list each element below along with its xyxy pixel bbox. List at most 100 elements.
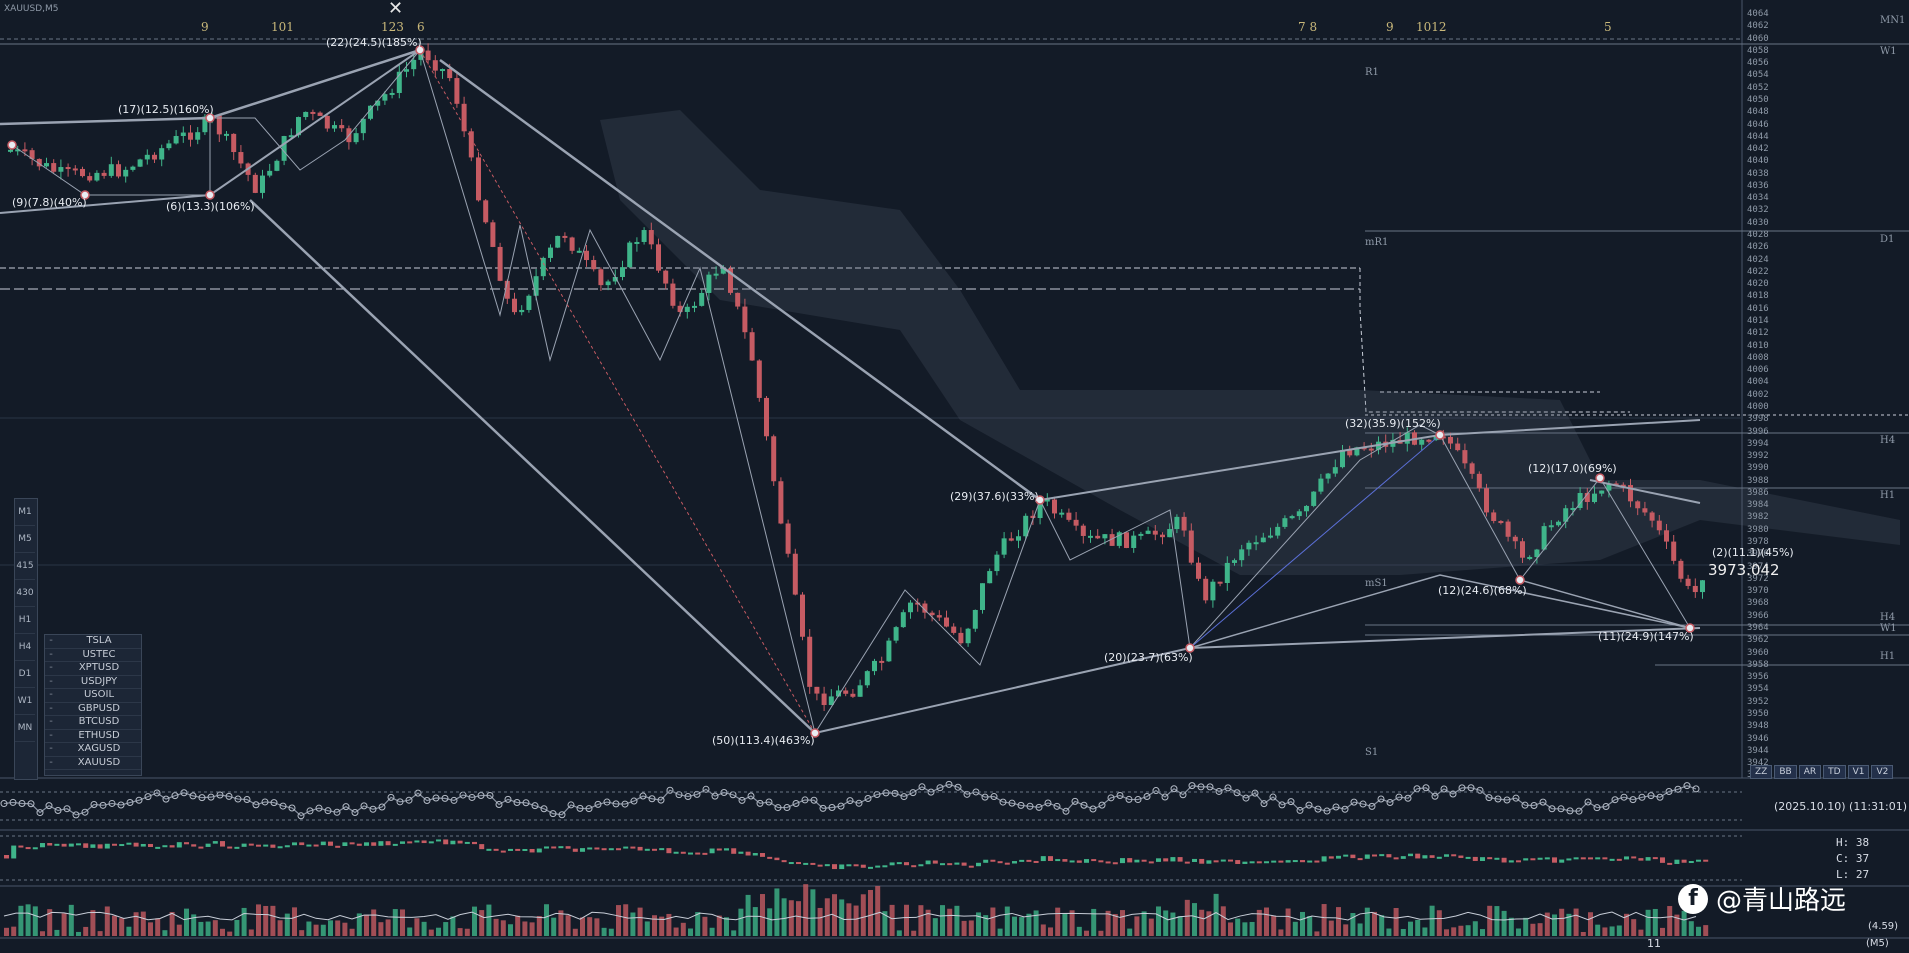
symbol-item[interactable]: - USOIL (45, 689, 141, 703)
price-tick: 3946 (1747, 733, 1769, 744)
timeframe-button[interactable]: M1 (15, 499, 35, 526)
level-h1: H1 (1880, 490, 1896, 501)
price-tick: 3972 (1747, 573, 1769, 584)
symbol-name: GBPUSD (77, 702, 120, 714)
price-tick: 4016 (1747, 303, 1769, 314)
price-tick: 4050 (1747, 94, 1769, 105)
timeframe-button[interactable]: 430 (15, 580, 35, 607)
zz-button[interactable]: ZZ (1750, 765, 1773, 779)
price-tick: 3984 (1747, 500, 1769, 511)
timeframe-button[interactable]: M5 (15, 526, 35, 553)
v1-button[interactable]: V1 (1847, 765, 1870, 779)
price-tick: 3942 (1747, 758, 1769, 769)
price-tick: 3998 (1747, 414, 1769, 425)
timeframe-button[interactable]: 415 (15, 553, 35, 580)
symbol-name: USTEC (82, 648, 116, 660)
swing-annotation: (12)(17.0)(69%) (1528, 462, 1617, 475)
timeframe-button[interactable]: D1 (15, 661, 35, 688)
price-tick: 3994 (1747, 438, 1769, 449)
price-tick: 3996 (1747, 426, 1769, 437)
count-label: 5 (1604, 20, 1612, 34)
level-h4-low: H4 (1880, 612, 1896, 623)
price-tick: 3982 (1747, 512, 1769, 523)
symbol-item[interactable]: - TSLA (45, 635, 141, 649)
symbol-list: - TSLA - USTEC - XPTUSD - USDJPY - USOIL - GBP… (44, 634, 142, 776)
price-tick: 4032 (1747, 205, 1769, 216)
price-tick: 4026 (1747, 242, 1769, 253)
osc-high: H: 38 (1836, 836, 1870, 849)
symbol-item[interactable]: - ETHUSD (45, 729, 141, 743)
swing-annotation: (29)(37.6)(33%) (950, 490, 1039, 503)
price-tick: 4062 (1747, 21, 1769, 32)
symbol-item[interactable]: - XAGUSD (45, 743, 141, 757)
symbol-name: XPTUSD (78, 662, 120, 673)
price-tick: 3968 (1747, 598, 1769, 609)
swing-annotation: (11)(24.9)(147%) (1598, 630, 1694, 643)
level-w1-low: W1 (1880, 623, 1897, 634)
price-tick: 4024 (1747, 254, 1769, 265)
count-label: 7 8 (1298, 20, 1318, 34)
price-tick: 3980 (1747, 524, 1769, 535)
price-tick: 4000 (1747, 401, 1769, 412)
price-tick: 4022 (1747, 266, 1769, 277)
price-tick: 4042 (1747, 144, 1769, 155)
price-tick: 3970 (1747, 586, 1769, 597)
symbol-item[interactable]: - BTCUSD (45, 716, 141, 730)
swing-annotation: (2)(11.1)(45%) (1712, 546, 1794, 559)
symbol-item[interactable]: - USTEC (45, 648, 141, 662)
swing-annotation: (50)(113.4)(463%) (712, 734, 815, 747)
timestamp: (2025.10.10) (11:31:01) (1774, 800, 1908, 813)
price-tick: 3988 (1747, 475, 1769, 486)
timeframe-button[interactable]: H1 (15, 607, 35, 634)
volume-value: (4.59) (1868, 921, 1899, 932)
symbol-name: ETHUSD (78, 729, 120, 741)
close-icon[interactable]: ✕ (388, 0, 404, 19)
price-tick: 3978 (1747, 537, 1769, 548)
timeframe-button[interactable]: H4 (15, 634, 35, 661)
symbol-item[interactable]: - USDJPY (45, 676, 141, 689)
count-label: 101 (271, 20, 294, 34)
timeframe-button[interactable]: W1 (15, 688, 35, 715)
swing-annotation: (6)(13.3)(106%) (166, 200, 255, 213)
price-tick: 4010 (1747, 340, 1769, 351)
symbol-item[interactable]: - XPTUSD (45, 662, 141, 676)
price-tick: 3960 (1747, 647, 1769, 658)
symbol-name: XAUUSD (77, 756, 121, 768)
price-tick: 4060 (1747, 33, 1769, 44)
price-tick: 3958 (1747, 659, 1769, 670)
osc-close: C: 37 (1836, 852, 1870, 865)
price-tick: 3976 (1747, 549, 1769, 560)
price-tick: 3974 (1747, 561, 1769, 572)
bb-button[interactable]: BB (1774, 765, 1797, 779)
ar-button[interactable]: AR (1798, 765, 1822, 779)
price-tick: 4058 (1747, 45, 1769, 56)
price-tick: 4004 (1747, 377, 1769, 388)
timeframe-tag: (M5) (1866, 938, 1889, 949)
td-button[interactable]: TD (1823, 765, 1846, 779)
last-price: 3973.042 (1708, 561, 1780, 579)
price-tick: 4018 (1747, 291, 1769, 302)
v2-button[interactable]: V2 (1871, 765, 1894, 779)
price-tick: 3944 (1747, 745, 1769, 756)
level-w1: W1 (1880, 46, 1897, 57)
price-tick: 4002 (1747, 389, 1769, 400)
price-tick: 4052 (1747, 82, 1769, 93)
symbol-item[interactable]: - XAUUSD (45, 756, 141, 770)
timeframe-button[interactable]: MN (15, 715, 35, 742)
swing-annotation: (20)(23.7)(63%) (1104, 651, 1193, 664)
price-tick: 4028 (1747, 230, 1769, 241)
price-tick: 4054 (1747, 70, 1769, 81)
swing-annotation: (17)(12.5)(160%) (118, 103, 214, 116)
level-h1-low: H1 (1880, 651, 1896, 662)
price-tick: 3954 (1747, 684, 1769, 695)
price-tick: 4036 (1747, 180, 1769, 191)
swing-annotation: (12)(24.6)(68%) (1438, 584, 1527, 597)
level-mn1: MN1 (1880, 15, 1906, 26)
price-tick: 4040 (1747, 156, 1769, 167)
price-tick: 4012 (1747, 328, 1769, 339)
price-tick: 4014 (1747, 316, 1769, 326)
price-tick: 3990 (1747, 463, 1769, 474)
symbol-item[interactable]: - GBPUSD (45, 702, 141, 716)
